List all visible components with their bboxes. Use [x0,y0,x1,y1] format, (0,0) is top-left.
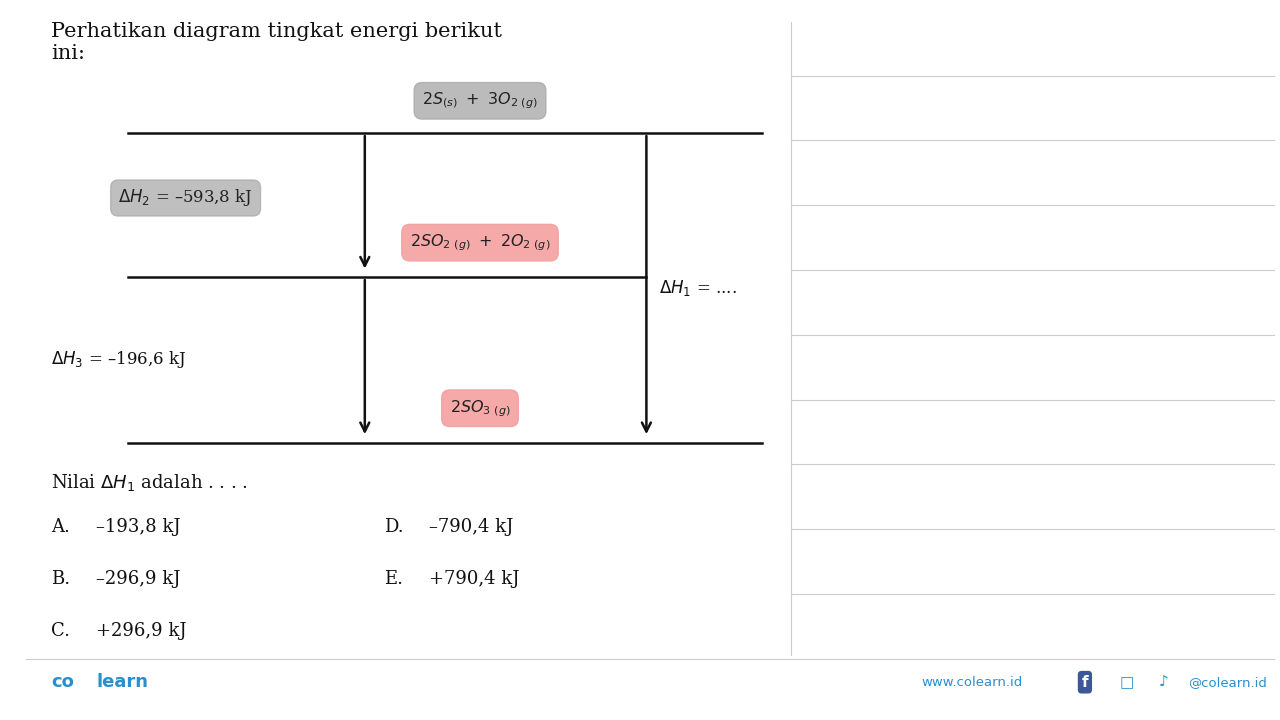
Text: $\Delta H_1$ = ....: $\Delta H_1$ = .... [659,278,737,298]
Text: A.: A. [51,518,70,536]
Text: f: f [1082,675,1088,690]
Text: –296,9 kJ: –296,9 kJ [96,570,180,588]
Text: learn: learn [96,673,148,691]
Text: Nilai $\Delta H_1$ adalah . . . .: Nilai $\Delta H_1$ adalah . . . . [51,472,248,492]
Text: –790,4 kJ: –790,4 kJ [429,518,513,536]
Text: C.: C. [51,622,70,640]
Text: □: □ [1120,675,1134,690]
Text: $\Delta H_3$ = –196,6 kJ: $\Delta H_3$ = –196,6 kJ [51,349,187,371]
Text: ♪: ♪ [1158,675,1169,690]
Text: @colearn.id: @colearn.id [1188,675,1267,689]
Text: –193,8 kJ: –193,8 kJ [96,518,180,536]
Text: Perhatikan diagram tingkat energi berikut
ini:: Perhatikan diagram tingkat energi beriku… [51,22,502,63]
Text: +790,4 kJ: +790,4 kJ [429,570,520,588]
Text: B.: B. [51,570,70,588]
Text: $2SO_{2\ (g)}\ +\ 2O_{2\ (g)}$: $2SO_{2\ (g)}\ +\ 2O_{2\ (g)}$ [410,233,550,253]
Text: $2S_{(s)}\ +\ 3O_{2\ (g)}$: $2S_{(s)}\ +\ 3O_{2\ (g)}$ [422,91,538,111]
Text: +296,9 kJ: +296,9 kJ [96,622,187,640]
Text: co: co [51,673,74,691]
Text: www.colearn.id: www.colearn.id [922,675,1023,689]
Text: E.: E. [384,570,403,588]
Text: $2SO_{3\ (g)}$: $2SO_{3\ (g)}$ [449,398,511,418]
Text: D.: D. [384,518,403,536]
Text: $\Delta H_2$ = –593,8 kJ: $\Delta H_2$ = –593,8 kJ [118,187,253,209]
